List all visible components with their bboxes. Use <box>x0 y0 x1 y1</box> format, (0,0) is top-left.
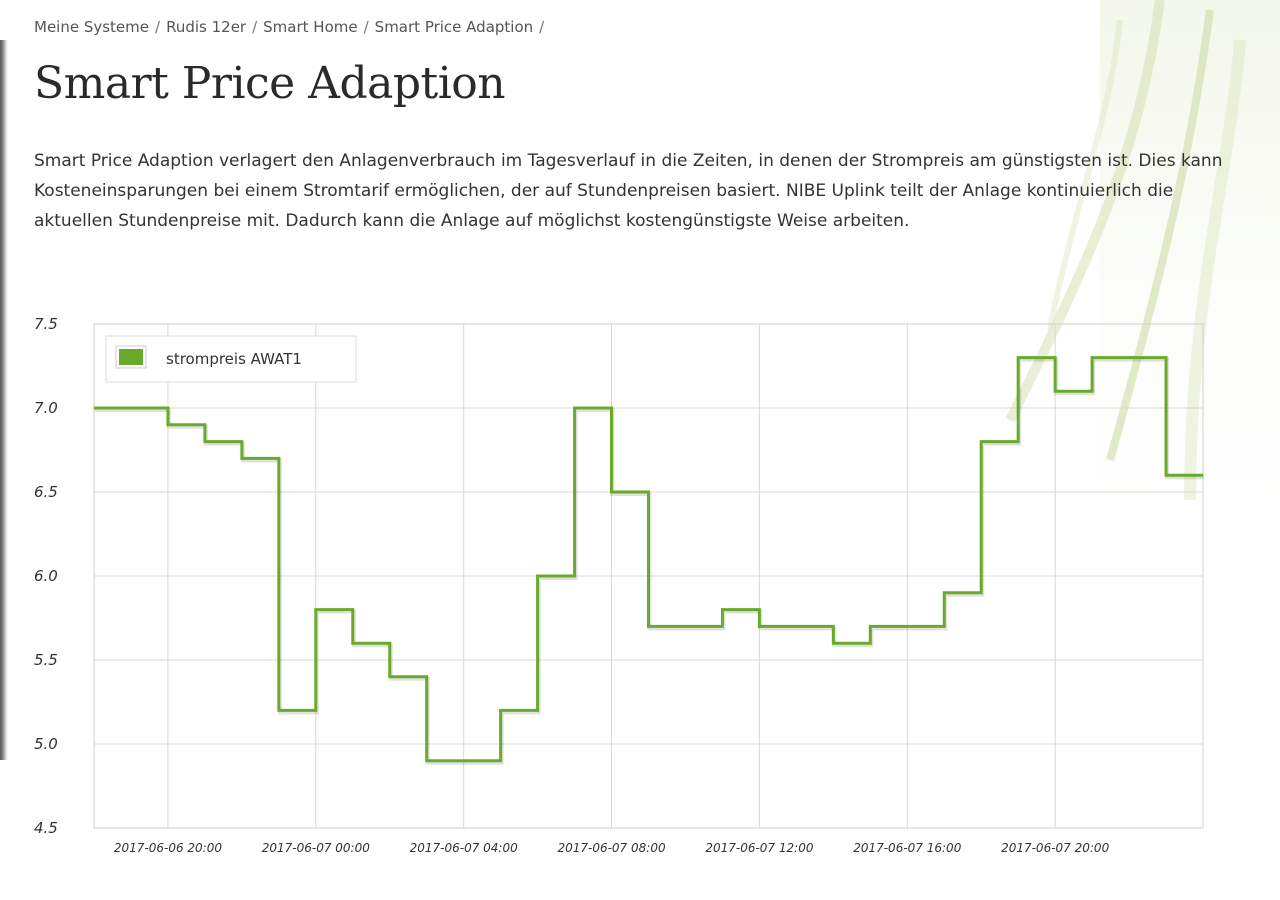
breadcrumb: Meine Systeme / Rudis 12er / Smart Home / Smar… <box>34 18 550 36</box>
x-tick-label: 2017-06-07 04:00 <box>410 841 519 855</box>
series-line <box>94 356 1203 763</box>
y-tick-label: 6.5 <box>34 483 58 501</box>
chart-legend: strompreis AWAT1 <box>105 335 357 383</box>
breadcrumb-separator: / <box>363 18 369 36</box>
x-tick-label: 2017-06-07 08:00 <box>557 841 666 855</box>
x-axis-ticks: 2017-06-06 20:00 2017-06-07 00:00 2017-06-… <box>114 841 1110 855</box>
breadcrumb-separator: / <box>155 18 161 36</box>
breadcrumb-separator: / <box>539 18 545 36</box>
y-tick-label: 5.0 <box>34 735 58 753</box>
x-tick-label: 2017-06-07 00:00 <box>262 841 371 855</box>
x-tick-label: 2017-06-07 16:00 <box>853 841 962 855</box>
y-axis-ticks: 7.5 7.0 6.5 6.0 5.5 5.0 4.5 <box>34 315 58 837</box>
y-tick-label: 7.0 <box>34 399 58 417</box>
breadcrumb-item-smart-home[interactable]: Smart Home <box>263 18 358 36</box>
legend-swatch <box>119 349 143 365</box>
y-tick-label: 5.5 <box>34 651 58 669</box>
intro-text: Smart Price Adaption verlagert den Anlag… <box>34 151 1223 231</box>
y-tick-label: 6.0 <box>34 567 58 585</box>
legend-box <box>105 335 357 383</box>
chart-series <box>94 356 1204 765</box>
y-tick-label: 4.5 <box>34 819 58 837</box>
y-tick-label: 7.5 <box>34 315 58 333</box>
x-tick-label: 2017-06-07 20:00 <box>1001 841 1110 855</box>
x-tick-label: 2017-06-07 12:00 <box>705 841 814 855</box>
page-left-edge <box>0 40 8 760</box>
breadcrumb-item-systems[interactable]: Meine Systeme <box>34 18 150 36</box>
page-title: Smart Price Adaption <box>34 58 506 109</box>
breadcrumb-item-smart-price[interactable]: Smart Price Adaption <box>374 18 534 36</box>
legend-label: strompreis AWAT1 <box>166 350 302 368</box>
breadcrumb-separator: / <box>252 18 258 36</box>
price-chart: 7.57.06.56.05.55.04.5 2017-06-06 20:00 20… <box>34 315 1204 855</box>
x-tick-label: 2017-06-06 20:00 <box>114 841 223 855</box>
breadcrumb-item-system[interactable]: Rudis 12er <box>166 18 247 36</box>
